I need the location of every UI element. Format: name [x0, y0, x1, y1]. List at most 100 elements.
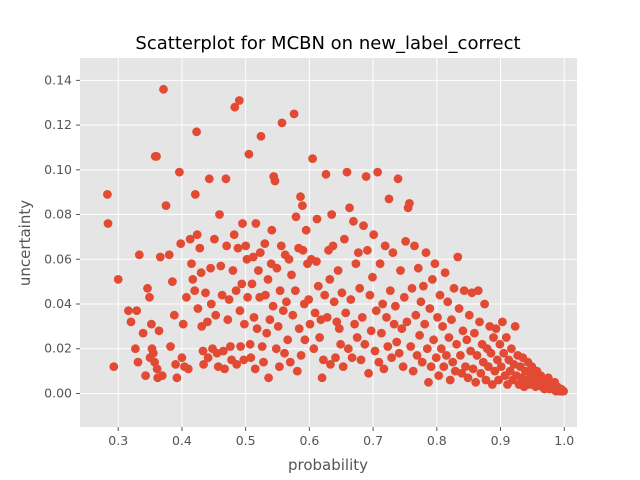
scatter-point	[412, 351, 422, 360]
scatter-point	[336, 339, 345, 349]
scatter-point	[454, 304, 464, 313]
scatter-point	[282, 297, 291, 307]
scatter-point	[278, 306, 288, 316]
scatter-point	[298, 245, 308, 255]
scatter-point	[193, 304, 203, 313]
scatter-point	[294, 324, 304, 333]
scatter-point	[439, 362, 449, 371]
scatter-point	[468, 364, 478, 374]
scatter-point	[342, 167, 352, 177]
x-tick-label: 0.3	[108, 433, 128, 448]
scatter-point	[103, 190, 112, 199]
scatter-point	[481, 375, 491, 385]
scatter-point	[247, 279, 257, 289]
scatter-point	[401, 237, 410, 246]
scatter-point	[337, 288, 347, 298]
scatter-point	[496, 362, 506, 371]
scatter-point	[361, 172, 371, 181]
scatter-point	[393, 174, 403, 184]
scatter-point	[261, 290, 270, 300]
scatter-point	[354, 248, 363, 257]
scatter-point	[345, 203, 354, 213]
scatter-point	[476, 368, 486, 378]
scatter-point	[199, 360, 209, 369]
scatter-point	[312, 257, 321, 266]
scatter-point	[166, 342, 175, 351]
scatter-point	[374, 357, 384, 367]
scatter-point	[277, 118, 287, 128]
scatter-point	[239, 355, 249, 365]
scatter-point	[505, 366, 515, 376]
scatter-point	[422, 344, 432, 354]
scatter-point	[466, 346, 475, 356]
scatter-point	[457, 368, 467, 378]
scatter-point	[340, 234, 349, 244]
x-axis-ticks: 0.3 0.4 0.5 0.6 0.7 0.8 0.9 1.0	[108, 427, 574, 448]
y-tick-label: 0.14	[44, 72, 72, 87]
scatter-point	[138, 328, 148, 338]
scatter-point	[126, 317, 136, 327]
scatter-point	[416, 297, 426, 307]
scatter-point	[452, 339, 461, 349]
scatter-point	[443, 297, 453, 307]
scatter-point	[415, 330, 424, 340]
scatter-point	[507, 344, 516, 354]
scatter-point	[248, 252, 258, 262]
scatter-point	[238, 219, 247, 228]
scatter-point	[245, 339, 255, 349]
scatter-point	[406, 342, 416, 351]
scatter-point	[244, 149, 254, 159]
scatter-point	[251, 219, 261, 228]
scatter-point	[254, 266, 263, 275]
scatter-point	[356, 355, 366, 365]
scatter-point	[491, 324, 501, 333]
scatter-point	[431, 353, 441, 363]
x-axis-label: probability	[288, 456, 368, 474]
scatter-point	[402, 317, 412, 327]
y-axis-label: uncertainty	[16, 200, 34, 286]
scatter-point	[334, 324, 344, 333]
scatter-point	[230, 102, 240, 112]
scatter-point	[198, 346, 208, 356]
scatter-point	[352, 333, 362, 342]
scatter-point	[425, 304, 435, 313]
scatter-point	[298, 201, 307, 211]
scatter-point	[359, 221, 368, 231]
scatter-point	[309, 344, 319, 354]
scatter-point	[426, 362, 436, 371]
scatter-point	[436, 344, 446, 354]
scatter-point	[287, 270, 296, 280]
scatter-point	[143, 283, 152, 293]
scatter-point	[203, 353, 213, 363]
scatter-point	[262, 328, 272, 338]
scatter-point	[236, 342, 246, 351]
scatter-point	[419, 281, 428, 291]
scatter-point	[346, 295, 356, 304]
scatter-point	[219, 346, 228, 356]
data-points	[103, 84, 568, 396]
scatter-point	[222, 241, 232, 251]
scatter-point	[154, 326, 164, 336]
scatter-point	[196, 268, 206, 278]
scatter-point	[304, 295, 314, 304]
scatter-point	[424, 377, 433, 387]
scatter-point	[320, 290, 330, 300]
scatter-point	[398, 362, 408, 371]
scatter-point	[543, 373, 553, 383]
scatter-point	[388, 248, 398, 257]
scatter-point	[190, 190, 200, 199]
scatter-point	[280, 348, 289, 358]
scatter-point	[157, 371, 167, 380]
y-tick-label: 0.04	[44, 296, 72, 311]
x-tick-label: 0.4	[172, 433, 192, 448]
scatter-point	[284, 254, 294, 264]
scatter-point	[168, 277, 177, 286]
scatter-point	[226, 342, 235, 351]
scatter-point	[383, 342, 393, 351]
scatter-point	[235, 306, 245, 316]
scatter-point	[428, 275, 437, 284]
scatter-point	[464, 310, 474, 320]
scatter-point	[259, 357, 268, 367]
scatter-point	[417, 357, 427, 367]
